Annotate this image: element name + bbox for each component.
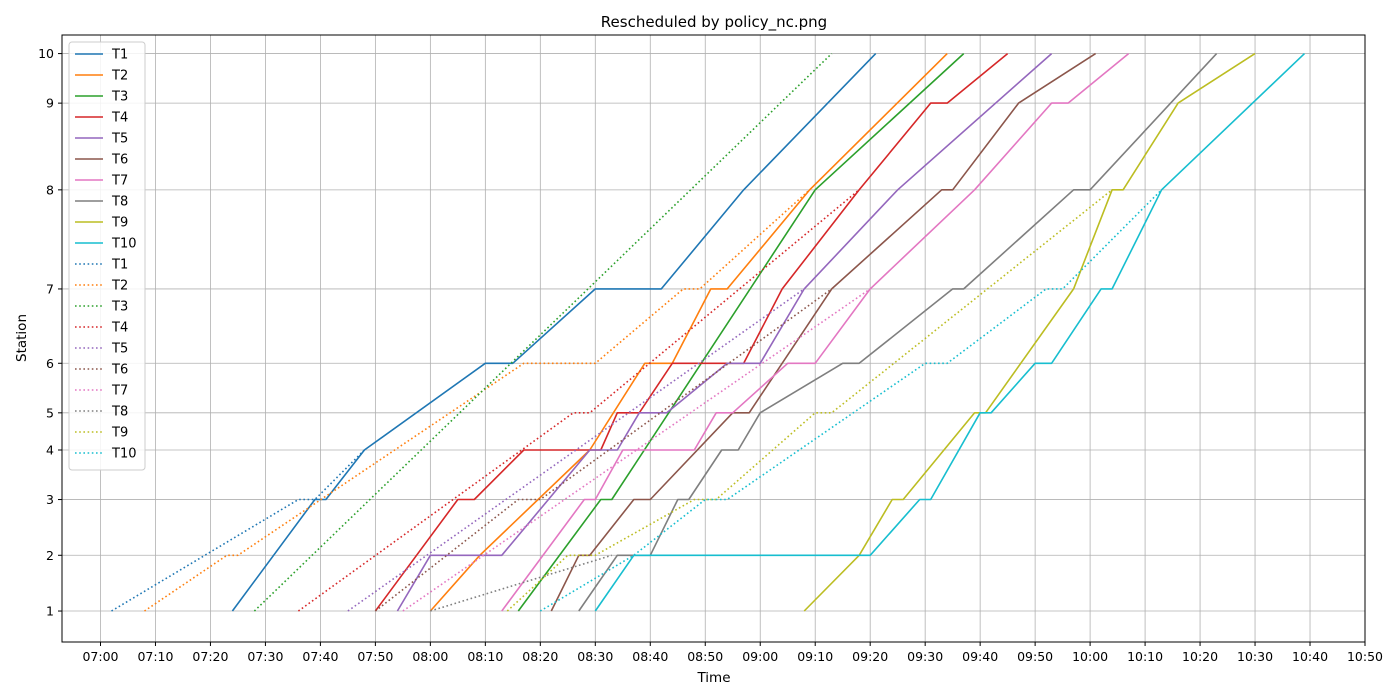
y-tick-label: 6 (46, 356, 54, 371)
series-line-t5-dotted (347, 288, 805, 612)
x-tick-label: 10:30 (1237, 649, 1273, 664)
legend-label: T7 (111, 174, 128, 189)
x-tick-label: 07:20 (192, 649, 228, 664)
x-tick-label: 09:20 (852, 649, 888, 664)
x-tick-label: 08:50 (687, 649, 723, 664)
series-line-t3-solid (517, 53, 965, 612)
y-tick-label: 3 (46, 492, 54, 507)
x-tick-label: 08:00 (412, 649, 448, 664)
y-tick-label: 2 (46, 548, 54, 563)
x-tick-label: 10:00 (1072, 649, 1108, 664)
series-line-t3-dotted (253, 53, 833, 612)
legend-label: T8 (111, 405, 128, 420)
x-tick-label: 10:40 (1292, 649, 1328, 664)
y-tick-label: 7 (46, 281, 54, 296)
series-line-t5-solid (396, 53, 1053, 612)
x-axis-ticks: 07:00 07:10 07:20 07:30 07:40 07:50 08:00 08:10… (82, 642, 1383, 664)
legend-label: T4 (111, 111, 128, 126)
series-line-t4-dotted (297, 189, 860, 612)
y-tick-label: 1 (46, 604, 54, 619)
legend-label: T2 (111, 69, 128, 84)
y-tick-label: 9 (46, 96, 54, 111)
series-line-t6-solid (550, 52, 1097, 612)
x-tick-label: 07:30 (247, 649, 283, 664)
series-line-t10-solid (594, 53, 1306, 612)
x-tick-label: 07:40 (302, 649, 338, 664)
series-line-t9-dotted (506, 189, 1113, 612)
x-tick-label: 10:20 (1182, 649, 1218, 664)
y-axis-ticks: 1 2 3 4 5 6 7 8 9 10 (38, 46, 62, 619)
legend-label: T9 (111, 426, 128, 441)
x-tick-label: 09:50 (1017, 649, 1053, 664)
x-tick-label: 09:40 (962, 649, 998, 664)
legend-label: T3 (111, 300, 128, 315)
series-line-t8-solid (578, 53, 1218, 612)
legend: T1 T2 T3 T4 T5 T6 T7 T8 T9 T10 T1 T2 T3 T4 T5 T6 T7 T8 T9 T… (68, 41, 146, 471)
x-tick-label: 08:20 (522, 649, 558, 664)
y-tick-label: 5 (46, 405, 54, 420)
x-tick-label: 09:30 (907, 649, 943, 664)
legend-label: T6 (111, 153, 128, 168)
plot-frame (61, 34, 1366, 643)
x-tick-label: 08:30 (577, 649, 613, 664)
x-tick-label: 07:10 (137, 649, 173, 664)
legend-label: T5 (111, 342, 128, 357)
x-tick-label: 08:40 (632, 649, 668, 664)
legend-label: T1 (111, 258, 128, 273)
series-line-t1-dotted (111, 449, 365, 612)
series-line-t7-solid (501, 52, 1130, 612)
series-line-t6-dotted (374, 288, 833, 612)
legend-box (68, 41, 146, 471)
x-tick-label: 09:10 (797, 649, 833, 664)
y-axis-label: Station (14, 314, 30, 362)
legend-label: T6 (111, 363, 128, 378)
series-lines (111, 52, 1306, 612)
x-tick-label: 07:50 (357, 649, 393, 664)
x-tick-label: 09:00 (742, 649, 778, 664)
x-tick-label: 10:10 (1127, 649, 1163, 664)
series-line-t2-dotted (144, 189, 811, 612)
series-line-t10-dotted (539, 189, 1163, 612)
legend-label: T7 (111, 384, 128, 399)
chart-title: Rescheduled by policy_nc.png (601, 13, 827, 32)
y-tick-label: 10 (38, 46, 54, 61)
x-tick-label: 08:10 (467, 649, 503, 664)
legend-label: T10 (111, 237, 136, 252)
x-tick-label: 07:00 (82, 649, 118, 664)
legend-label: T4 (111, 321, 128, 336)
x-tick-label: 10:50 (1347, 649, 1383, 664)
series-line-t4-solid (374, 52, 1009, 612)
y-tick-label: 8 (46, 182, 54, 197)
x-axis-label: Time (696, 670, 730, 686)
legend-label: T1 (111, 48, 128, 63)
y-tick-label: 4 (46, 442, 54, 457)
legend-label: T2 (111, 279, 128, 294)
legend-label: T10 (111, 447, 136, 462)
legend-label: T5 (111, 132, 128, 147)
legend-label: T8 (111, 195, 128, 210)
legend-label: T3 (111, 90, 128, 105)
legend-label: T9 (111, 216, 128, 231)
